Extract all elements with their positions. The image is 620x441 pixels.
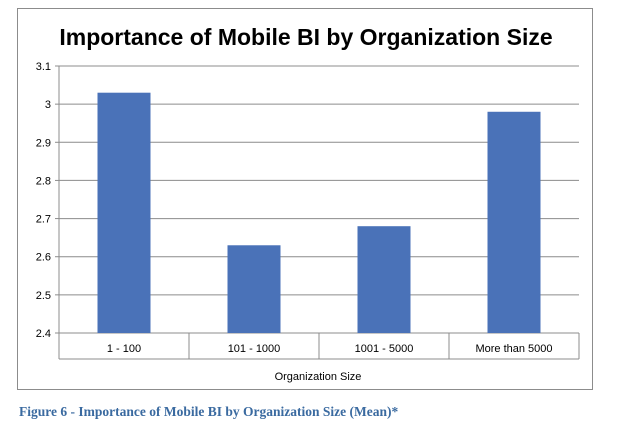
x-category-label: 101 - 1000 [228,343,281,355]
figure-caption: Figure 6 - Importance of Mobile BI by Or… [19,404,399,419]
chart-title: Importance of Mobile BI by Organization … [59,24,552,50]
y-tick-label: 2.8 [36,175,51,187]
x-axis-title: Organization Size [275,371,362,383]
y-tick-label: 2.4 [36,328,51,340]
bar [97,92,151,333]
bar [487,111,541,334]
x-category-label: 1 - 100 [107,343,141,355]
bar [357,226,411,333]
y-tick-label: 3.1 [36,61,51,73]
x-category-label: More than 5000 [475,343,552,355]
y-tick-label: 2.7 [36,214,51,226]
y-tick-label: 2.9 [36,137,51,149]
x-category-label: 1001 - 5000 [355,343,414,355]
bar-chart: Importance of Mobile BI by Organization … [36,24,580,383]
bar [227,245,281,333]
y-tick-label: 2.5 [36,290,51,302]
y-tick-label: 3 [45,99,51,111]
y-tick-label: 2.6 [36,252,51,264]
chart-frame: Importance of Mobile BI by Organization … [17,8,593,390]
